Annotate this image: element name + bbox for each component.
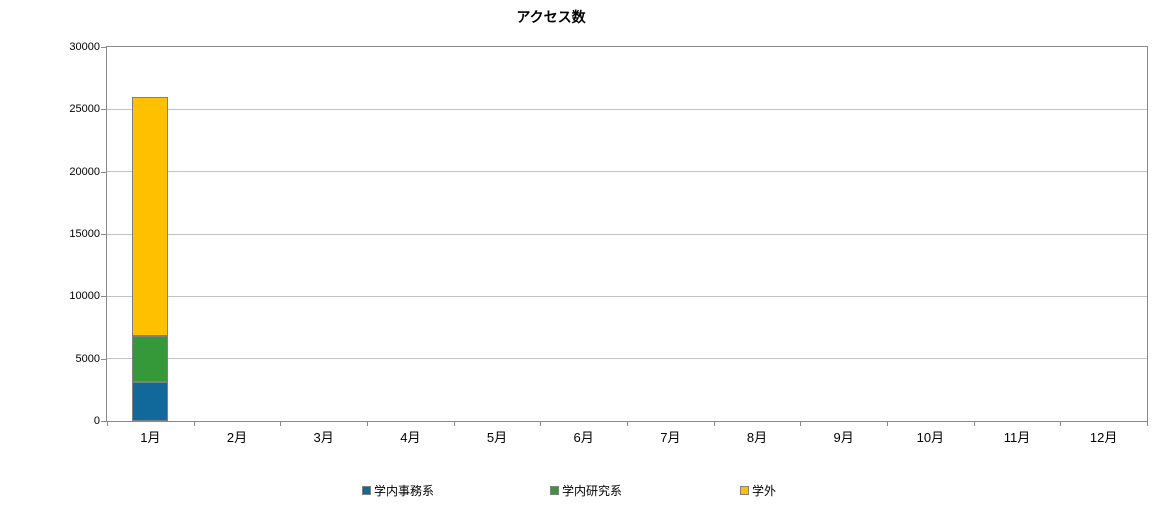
y-tick-mark — [101, 171, 106, 173]
legend-item-label: 学外 — [752, 483, 777, 498]
x-axis-category-label: 9月 — [833, 430, 854, 445]
gridline — [107, 233, 1147, 235]
y-axis-tick-label: 30000 — [69, 41, 100, 53]
x-axis-category-label: 4月 — [400, 430, 421, 445]
plot-area — [106, 46, 1148, 422]
legend: 学内事務系 学内研究系 学外 — [0, 482, 1162, 500]
y-tick-mark — [101, 358, 106, 360]
x-axis-category-label: 3月 — [313, 430, 334, 445]
legend-item-label: 学内研究系 — [562, 483, 623, 498]
x-axis-category-label: 8月 — [746, 430, 768, 445]
x-axis-category-label: 5月 — [486, 430, 508, 445]
x-tick-mark — [453, 421, 455, 426]
x-tick-mark — [1060, 421, 1062, 426]
bar-segment — [132, 96, 169, 337]
x-tick-mark — [193, 421, 195, 426]
gridline — [107, 358, 1147, 360]
y-axis-tick-label: 25000 — [69, 103, 100, 116]
x-tick-mark — [280, 421, 282, 426]
x-tick-mark — [107, 421, 108, 426]
bar-segment — [132, 336, 169, 383]
legend-swatch-icon — [740, 485, 749, 495]
x-tick-mark — [800, 421, 802, 426]
x-tick-mark — [540, 421, 542, 426]
x-axis-category-label: 12月 — [1089, 430, 1118, 445]
y-tick-mark — [101, 47, 106, 48]
x-axis-category-label: 11月 — [1003, 430, 1031, 445]
gridline — [107, 295, 1147, 297]
x-tick-mark — [973, 421, 975, 426]
gridline — [107, 108, 1147, 110]
y-axis-tick-label: 0 — [93, 415, 100, 427]
x-tick-mark — [627, 421, 628, 426]
y-tick-mark — [101, 421, 106, 422]
y-tick-mark — [101, 296, 106, 298]
x-axis-category-label: 6月 — [573, 430, 594, 445]
y-axis-tick-label: 10000 — [69, 290, 100, 303]
x-tick-mark — [713, 421, 715, 426]
gridline — [107, 171, 1147, 173]
x-tick-mark — [887, 421, 888, 426]
y-axis-tick-label: 15000 — [69, 228, 100, 240]
x-axis-category-label: 2月 — [226, 430, 248, 445]
y-axis-tick-label: 20000 — [69, 165, 100, 178]
legend-swatch-icon — [362, 485, 371, 495]
legend-item: 学内事務系 — [362, 482, 434, 498]
y-axis-tick-label: 5000 — [75, 352, 100, 365]
y-tick-mark — [101, 109, 106, 111]
legend-item: 学内研究系 — [550, 482, 622, 498]
x-tick-mark — [367, 421, 368, 426]
x-axis-category-label: 7月 — [660, 430, 681, 445]
y-tick-mark — [101, 234, 106, 235]
legend-item: 学外 — [740, 482, 776, 498]
legend-item-label: 学内事務系 — [374, 483, 435, 498]
bar-segment — [132, 382, 169, 421]
x-axis-category-label: 10月 — [916, 430, 945, 445]
x-axis-category-label: 1月 — [140, 430, 161, 445]
chart-title: アクセス数 — [516, 9, 586, 25]
x-tick-mark — [1147, 421, 1148, 426]
legend-swatch-icon — [550, 485, 559, 495]
